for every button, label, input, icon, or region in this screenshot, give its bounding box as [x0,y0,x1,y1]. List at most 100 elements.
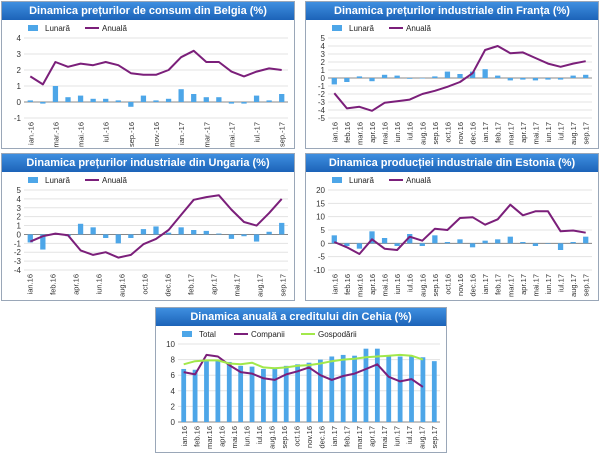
x-tick-label: mai.17 [380,426,389,449]
x-tick-label: dec.16 [163,274,172,297]
bar [386,355,392,422]
x-tick-label: mai.-16 [77,122,86,147]
y-tick-label: -3 [14,257,22,266]
bar [266,231,272,235]
bar [216,233,222,235]
x-tick-label: apr.16 [218,426,227,447]
y-tick-label: 5 [321,34,326,43]
chart-panel-ungaria: Dinamica prețurilor industriale din Unga… [1,153,295,301]
bar [545,78,551,80]
x-tick-label: mar.16 [205,426,214,449]
bar [283,365,289,422]
bar [272,367,278,422]
bar [381,74,388,78]
bar [279,94,285,102]
x-tick-label: dec.16 [317,426,326,449]
x-tick-label: sep.16 [431,274,440,297]
bar [178,89,184,102]
bar [409,355,414,422]
x-tick-label: feb.16 [49,274,58,295]
x-tick-label: mar.16 [355,122,364,145]
legend-swatch [28,177,38,183]
legend-label: Companii [251,330,285,339]
bar [420,357,426,422]
x-tick-label: feb.17 [342,426,351,447]
bar [570,75,576,78]
bar [432,235,438,244]
legend-label: Anuală [102,24,127,33]
x-tick-label: feb.16 [193,426,202,447]
bar [381,238,388,244]
y-tick-label: -1 [318,82,326,91]
x-tick-label: feb.17 [494,274,503,295]
x-tick-label: iun.17 [544,122,553,142]
x-tick-label: aug.16 [118,274,127,297]
x-tick-label: iul.16 [406,122,415,140]
x-tick-label: nov.16 [456,122,465,144]
bar [295,364,301,422]
x-tick-label: nov.16 [305,426,314,448]
y-tick-label: 2 [171,402,176,411]
x-tick-label: aug.17 [569,274,578,297]
chart-panel-cehia: Dinamica anuală a creditului din Cehia (… [155,307,447,453]
bar [191,94,197,102]
x-tick-label: mai.16 [381,274,390,297]
bar [65,97,71,102]
y-tick-label: 1 [17,222,22,231]
x-tick-label: apr.17 [519,274,528,295]
y-tick-label: 4 [17,34,22,43]
bar [228,102,235,104]
bar [331,78,337,85]
x-tick-label: iul.17 [557,122,566,140]
bar [457,239,463,244]
x-tick-label: mai.17 [232,274,241,297]
y-tick-label: 0 [171,418,176,427]
bar [369,231,375,244]
bar [165,98,172,102]
x-tick-label: apr.17 [209,274,218,295]
y-tick-label: 20 [316,186,325,195]
bar [228,234,235,239]
y-tick-label: 1 [321,66,326,75]
x-tick-label: sep.17 [278,274,287,297]
bar [532,243,539,246]
bar [432,76,438,78]
x-tick-label: sep.17 [582,122,591,145]
bar [507,236,513,244]
y-tick-label: 5 [321,226,326,235]
bar [52,86,59,102]
x-tick-label: nov.16 [456,274,465,296]
legend-swatch [332,177,342,183]
x-tick-label: iun.16 [393,274,402,294]
bar [583,74,589,78]
bar [317,359,323,422]
x-tick-label: iul.-17 [253,122,262,142]
x-tick-label: feb.17 [494,122,503,143]
bar [469,243,476,248]
x-tick-label: oct.16 [443,122,452,142]
bar [128,234,134,238]
x-tick-label: aug.16 [418,122,427,145]
chart-panel-belgia: Dinamica prețurilor de consum din Belgia… [1,1,295,149]
x-tick-label: sep.17 [430,426,439,449]
bar [253,234,260,242]
bar [369,78,375,82]
x-tick-label: iul.17 [405,426,414,444]
legend-swatch [28,25,38,31]
bar [482,240,488,244]
bar [340,354,346,422]
series-line [29,194,283,259]
x-tick-label: oct.16 [141,274,150,294]
x-tick-label: apr.16 [72,274,81,295]
bar [583,236,589,244]
chart-title: Dinamica prețurilor de consum din Belgia… [2,2,294,20]
x-tick-label: apr.16 [368,274,377,295]
x-tick-label: ian.16 [180,426,189,446]
bar [374,348,380,422]
bar [352,355,357,422]
y-tick-label: -4 [318,106,326,115]
chart-panel-franta: Dinamica prețurilor industriale din Fran… [305,1,599,149]
x-tick-label: ian.16 [330,274,339,294]
x-tick-label: mar.16 [355,274,364,297]
